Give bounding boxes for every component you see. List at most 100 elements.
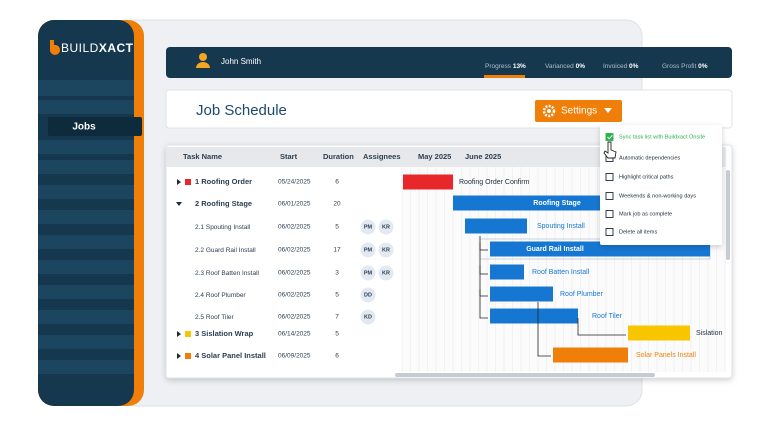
task-name: 2.2 Guard Rail Install xyxy=(195,247,256,254)
bar-label: Sislation xyxy=(696,330,723,337)
task-duration: 5 xyxy=(335,331,339,338)
gantt-bar xyxy=(465,218,527,234)
column-header: Assignees xyxy=(363,152,401,161)
table-header xyxy=(166,147,726,167)
task-label: Solar Panel Install xyxy=(201,351,266,360)
task-id: 1 xyxy=(195,177,199,186)
bar-label: Roof Tiler xyxy=(592,313,623,320)
expand-arrow[interactable] xyxy=(177,331,181,337)
checkbox[interactable] xyxy=(605,228,614,236)
stat: Varianced 0% xyxy=(545,63,585,70)
stat-label: Gross Profit xyxy=(662,63,697,70)
stats: Progress 13% Varianced 0% Invoiced 0% Gross… xyxy=(485,63,708,70)
collapse-arrow[interactable] xyxy=(176,202,182,206)
bar-label: Roof Plumber xyxy=(560,291,603,298)
task-id: 2.4 xyxy=(195,292,204,299)
assignee-chip xyxy=(360,242,376,258)
checkbox[interactable] xyxy=(605,192,614,200)
bar-label: Roof Batten Install xyxy=(532,269,590,276)
task-start: 06/02/2025 xyxy=(278,224,311,231)
menu-item[interactable]: Delete all items xyxy=(619,229,657,235)
caret xyxy=(604,108,612,113)
gear-icon xyxy=(542,104,556,118)
bar-label: Solar Panels Install xyxy=(636,352,696,359)
task-duration: 6 xyxy=(335,353,339,360)
gantt-bar xyxy=(628,325,690,341)
stat-value: 0% xyxy=(576,63,586,70)
task-duration: 20 xyxy=(333,201,341,208)
stat-value: 0% xyxy=(698,63,708,70)
menu-item[interactable]: Weekends & non-working days xyxy=(619,193,696,199)
task-label: Roof Batten Install xyxy=(206,270,260,277)
stat-label: Invoiced xyxy=(603,63,628,70)
gantt-bar xyxy=(553,347,628,363)
expand-arrow[interactable] xyxy=(177,353,181,359)
assignee-initials: KR xyxy=(382,224,390,230)
task-duration: 3 xyxy=(335,270,339,277)
assignee-chip xyxy=(360,309,376,325)
page-title: Job Schedule xyxy=(196,102,287,119)
settings-label[interactable]: Settings xyxy=(561,106,597,117)
h-scrollbar[interactable] xyxy=(395,373,655,377)
task-name: 1 Roofing Order xyxy=(195,177,252,186)
menu-item[interactable]: Mark job as complete xyxy=(619,211,672,217)
task-duration: 17 xyxy=(333,247,341,254)
gantt-bar xyxy=(403,174,453,190)
gear-center xyxy=(547,109,551,113)
assignee-initials: DD xyxy=(364,292,372,298)
assignee-initials: KD xyxy=(364,314,372,320)
assignee-chip xyxy=(360,287,376,303)
nav-active[interactable] xyxy=(48,117,142,136)
gantt-bar xyxy=(490,286,553,302)
menu-item[interactable]: Highlight critical paths xyxy=(619,174,674,180)
task-start: 06/02/2025 xyxy=(278,292,311,299)
month-header: May 2025 xyxy=(418,152,451,161)
task-start: 06/02/2025 xyxy=(278,247,311,254)
task-id: 2.5 xyxy=(195,314,204,321)
bar-label: Spouting Install xyxy=(537,223,585,230)
stat-value: 13% xyxy=(513,63,526,70)
task-id: 2 xyxy=(195,199,199,208)
task-label: Roof Tiler xyxy=(206,314,235,321)
task-name: 2.4 Roof Plumber xyxy=(195,292,246,299)
user-icon-body xyxy=(196,62,210,68)
expand-arrow[interactable] xyxy=(177,179,181,185)
task-label: Roof Plumber xyxy=(206,292,247,299)
settings-button[interactable] xyxy=(535,100,622,122)
brand-suffix: XACT xyxy=(99,41,134,55)
task-duration: 6 xyxy=(335,179,339,186)
user-name: John Smith xyxy=(221,57,261,66)
stat: Gross Profit 0% xyxy=(662,63,708,70)
checkbox[interactable] xyxy=(605,133,614,141)
settings-menu-items: Sync task list with Buildxact Onsite Auto… xyxy=(605,133,705,236)
column-header: Duration xyxy=(323,152,354,161)
task-color xyxy=(185,179,191,185)
bar-label: Roofing Order Confirm xyxy=(459,179,530,186)
nav-item[interactable]: Jobs xyxy=(72,122,96,133)
task-rows: Task Name Start Duration Assignees May 2025 J… xyxy=(176,152,723,363)
task-id: 4 xyxy=(195,351,200,360)
stat: Progress 13% xyxy=(485,63,526,70)
task-duration: 7 xyxy=(335,314,339,321)
task-name: 2.1 Spouting Install xyxy=(195,224,251,231)
stat-label: Progress xyxy=(485,63,512,70)
brand-icon xyxy=(50,40,60,55)
menu-item[interactable]: Automatic dependencies xyxy=(619,155,680,161)
task-start: 06/14/2025 xyxy=(278,331,311,338)
assignee-chip xyxy=(378,242,394,258)
assignee-initials: PM xyxy=(364,247,373,253)
menu-item[interactable]: Sync task list with Buildxact Onsite xyxy=(619,134,705,140)
v-scrollbar[interactable] xyxy=(726,170,730,260)
task-name: 2.3 Roof Batten Install xyxy=(195,270,260,277)
task-duration: 5 xyxy=(335,224,339,231)
task-name: 3 Sislation Wrap xyxy=(195,329,254,338)
dependency-links xyxy=(479,236,626,357)
assignee-chip xyxy=(378,265,394,281)
brand-prefix: BUILD xyxy=(61,41,99,55)
bar-label: Roofing Stage xyxy=(533,200,581,207)
gantt-bar xyxy=(490,264,524,280)
checkbox[interactable] xyxy=(605,210,614,218)
checkbox[interactable] xyxy=(605,173,614,181)
